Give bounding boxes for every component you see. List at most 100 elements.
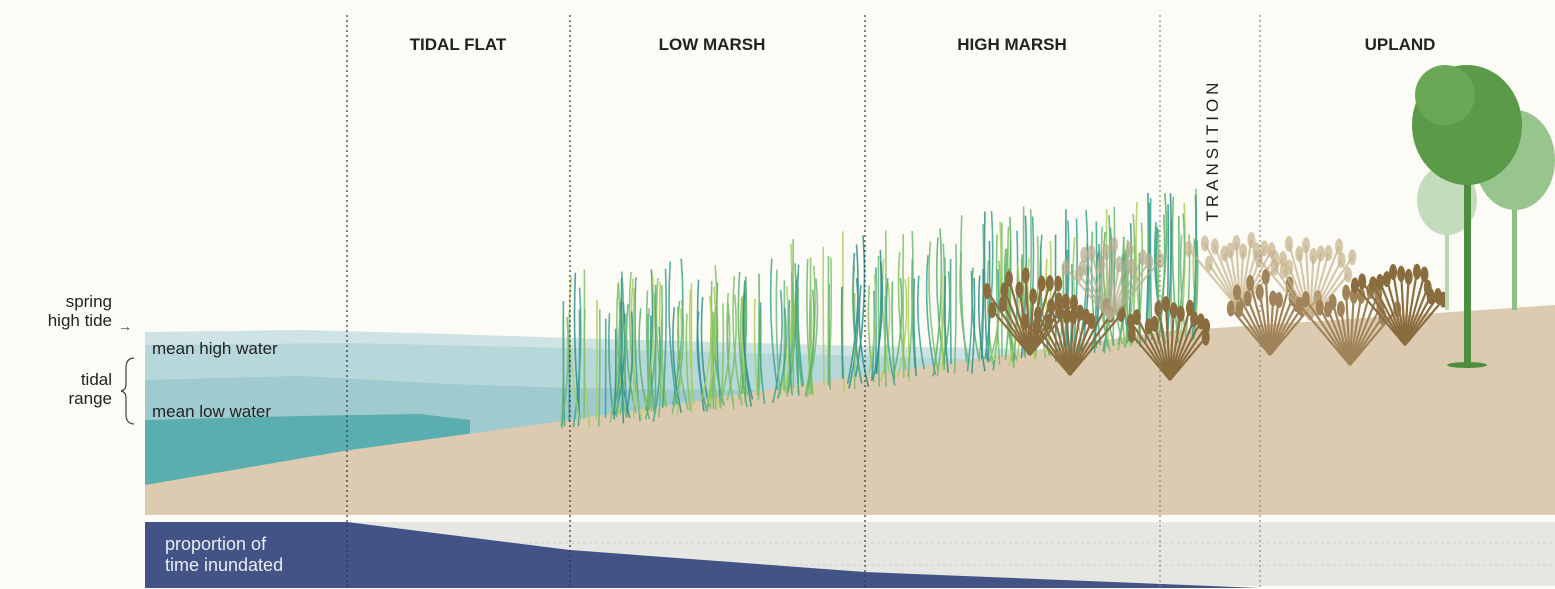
shrub-seedhead [1426, 288, 1435, 305]
shrub-seedhead [1336, 300, 1345, 317]
shrub-seedhead [1125, 241, 1134, 258]
shrub-stem [1354, 284, 1406, 346]
shrub-stem [986, 290, 1031, 356]
shrub-seedhead [1412, 263, 1421, 280]
grass-blade [840, 286, 844, 379]
level-label: mean high water [152, 339, 278, 358]
shrub-seedhead [1315, 299, 1324, 316]
shrub-seedhead [1021, 267, 1030, 284]
zone-label: LOW MARSH [659, 35, 766, 54]
tree-trunk [1445, 180, 1449, 310]
shrub-stem [1069, 313, 1123, 376]
shrub-stem [1064, 266, 1111, 321]
shrub-stem [1068, 312, 1082, 376]
grass-blade [647, 308, 656, 415]
shrub-seedhead [1301, 237, 1310, 254]
level-label: spring high tide [48, 292, 112, 330]
grass-blade [1004, 216, 1012, 360]
shrub-stem [1169, 325, 1208, 381]
grass-blade [685, 313, 692, 412]
shrub-seedhead [1154, 300, 1163, 317]
grass-blade [885, 278, 896, 386]
shrub-seedhead [1358, 273, 1367, 290]
shrub-stem [1361, 280, 1406, 346]
grass-blade [700, 295, 713, 403]
grass-blade [804, 289, 815, 397]
grass-blade [753, 298, 758, 393]
shrub-stem [1069, 314, 1112, 376]
grass-blade [884, 295, 887, 387]
grass-blade [995, 234, 1001, 365]
shrub-seedhead [1015, 281, 1024, 298]
shrub-stem [1392, 271, 1407, 346]
shrub-seedhead [1274, 291, 1283, 308]
shrub-seedhead [1255, 284, 1264, 301]
shrub-seedhead [1037, 275, 1046, 292]
grass-blade [660, 307, 668, 408]
grass-blade [953, 243, 958, 374]
shrub-seedhead [1184, 240, 1193, 257]
shrub-seedhead [1145, 253, 1154, 270]
grass-blade [941, 274, 944, 372]
shrub-seedhead [1295, 245, 1304, 262]
grass-blade [897, 279, 908, 377]
shrub-seedhead [1210, 238, 1219, 255]
shrub-seedhead [1270, 259, 1279, 276]
level-label: mean low water [152, 402, 271, 421]
grass-blade [608, 313, 614, 415]
shrub-seedhead [1247, 232, 1256, 249]
shrub-seedhead [1301, 291, 1310, 308]
shrub-stem [1169, 336, 1207, 381]
shrub-seedhead [1204, 255, 1213, 272]
shrub-seedhead [1150, 315, 1159, 332]
shrub-seedhead [1115, 256, 1124, 273]
shrub-stem [1349, 308, 1398, 366]
shrub-seedhead [1200, 235, 1209, 252]
trees [1412, 65, 1555, 368]
grass-blade [661, 268, 667, 408]
shrub-seedhead [1328, 294, 1337, 311]
shrub-stem [1308, 255, 1315, 321]
shrub-seedhead [1235, 301, 1244, 318]
shrub-stem [1298, 304, 1351, 366]
shrub-stem [1028, 283, 1060, 356]
brace [120, 357, 135, 425]
shrub-stem [1304, 298, 1351, 366]
shrub-stem [1304, 245, 1312, 321]
shrub-seedhead [1102, 243, 1111, 260]
shrub-stem [1348, 293, 1380, 366]
shrub-stem [1404, 298, 1445, 346]
shrub-stem [1083, 254, 1112, 321]
shrub-stem [1108, 249, 1131, 321]
shrub-stem [1268, 284, 1291, 356]
shrub-stem [1105, 251, 1112, 321]
shrub-seedhead [1061, 259, 1070, 276]
vegetation [560, 188, 1448, 429]
zone-dividers [346, 15, 1261, 589]
shrub-seedhead [1254, 251, 1263, 268]
shrub-stem [1037, 313, 1071, 376]
shrub-seedhead [1389, 264, 1398, 281]
shrub-stem [1109, 256, 1144, 321]
shrub-stem [1349, 306, 1382, 366]
grass-blade [759, 302, 766, 405]
shrub-seedhead [1033, 306, 1042, 323]
shrub-seedhead [1404, 268, 1413, 285]
shrub-seedhead [1226, 242, 1235, 259]
shrub-seedhead [1069, 308, 1078, 325]
grass-blade [673, 300, 685, 408]
grass-blade [688, 289, 695, 405]
shrub-seedhead [1054, 275, 1063, 292]
shrub-seedhead [1201, 329, 1210, 346]
shrub-seedhead [1324, 245, 1333, 262]
shrub-seedhead [1342, 284, 1351, 301]
label-line: high tide [48, 311, 112, 330]
shrub-seedhead [1020, 313, 1029, 330]
grass-blade [561, 316, 565, 429]
grass-blade [638, 308, 651, 420]
shrub-seedhead [1285, 235, 1294, 252]
shrub-seedhead [1261, 268, 1270, 285]
grass-blade [786, 272, 794, 397]
grass-blade [1072, 236, 1084, 346]
